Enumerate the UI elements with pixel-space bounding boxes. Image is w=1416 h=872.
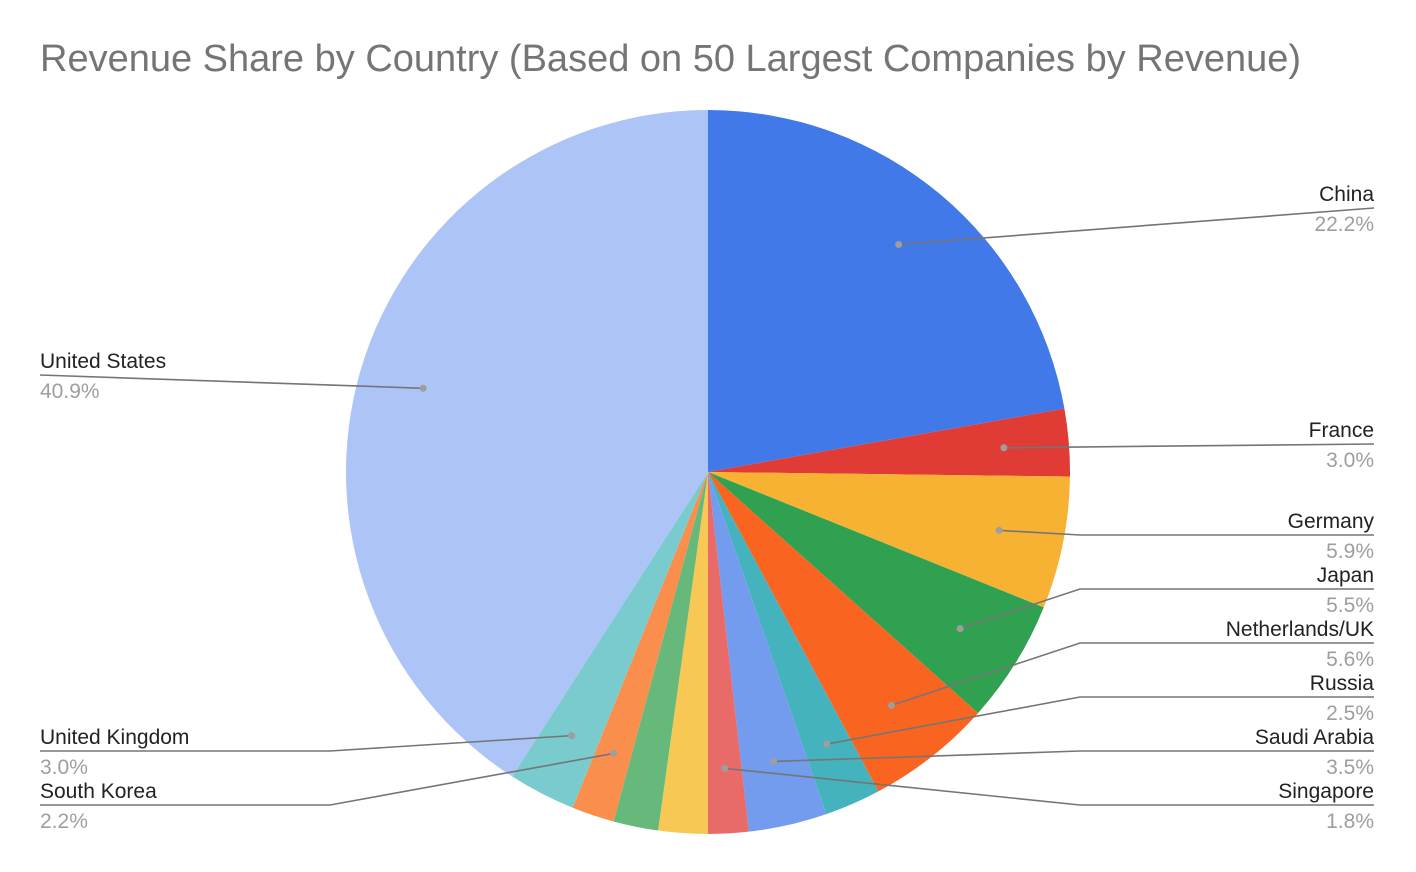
slice-label-japan: Japan: [1317, 564, 1374, 587]
leader-line-japan: [959, 588, 1374, 630]
leader-dot-united-states: [419, 384, 427, 392]
leader-line-south-korea: [40, 752, 614, 806]
leader-dot-japan: [956, 625, 964, 633]
slice-percent-netherlands-uk: 5.6%: [1326, 648, 1374, 671]
leader-line-netherlands-uk: [891, 642, 1374, 707]
slice-percent-saudi-arabia: 3.5%: [1326, 756, 1374, 779]
pie-slice-united-kingdom: [512, 472, 708, 808]
pie-slice-united-states: [346, 109, 708, 777]
leader-dot-saudi-arabia: [770, 757, 778, 765]
pie-slice-germany: [708, 472, 1070, 608]
slice-label-germany: Germany: [1288, 510, 1375, 533]
pie-slice-saudi-arabia: [708, 472, 827, 832]
slice-percent-united-states: 40.9%: [40, 380, 100, 403]
pie-labels: China 22.2% France 3.0% Germany 5.9%Japan 5.5%…: [39, 183, 1375, 833]
pie-slice-japan: [708, 472, 1044, 714]
slice-label-south-korea: South Korea: [40, 780, 157, 803]
pie-slice-netherlands-uk: [708, 472, 979, 792]
slice-percent-united-kingdom: 3.0%: [40, 756, 88, 779]
slice-label-united-states: United States: [40, 350, 166, 373]
leader-line-united-states: [39, 374, 424, 390]
chart-title: Revenue Share by Country (Based on 50 La…: [40, 38, 1302, 80]
leader-line-united-kingdom: [40, 734, 572, 752]
leader-dot-france: [1000, 444, 1008, 452]
slice-percent-south-korea: 2.2%: [40, 810, 88, 833]
leader-dot-netherlands-uk: [887, 701, 895, 709]
slice-label-france: France: [1309, 419, 1374, 442]
leader-line-france: [1003, 443, 1375, 449]
pie-slice-singapore: [708, 472, 749, 834]
slice-percent-germany: 5.9%: [1326, 540, 1374, 563]
slice-percent-france: 3.0%: [1326, 449, 1374, 472]
leader-dot-united-kingdom: [568, 732, 576, 740]
slice-label-russia: Russia: [1310, 672, 1375, 695]
pie-slice-russia: [708, 472, 879, 815]
leader-line-russia: [826, 696, 1374, 745]
leader-dot-south-korea: [610, 749, 618, 757]
slice-label-china: China: [1319, 183, 1374, 206]
pie-slice-south-korea: [572, 472, 708, 822]
pie-slice-france: [708, 408, 1070, 477]
leader-dot-singapore: [721, 764, 729, 772]
slice-label-netherlands-uk: Netherlands/UK: [1226, 618, 1374, 641]
leader-line-singapore: [724, 767, 1374, 806]
slice-percent-china: 22.2%: [1314, 213, 1374, 236]
pie-slices: [346, 109, 1070, 834]
slice-label-saudi-arabia: Saudi Arabia: [1255, 726, 1374, 749]
slice-percent-russia: 2.5%: [1326, 702, 1374, 725]
slice-percent-singapore: 1.8%: [1326, 810, 1374, 833]
leader-dot-china: [895, 240, 903, 248]
leader-line-germany: [998, 529, 1374, 536]
leader-dot-russia: [823, 740, 831, 748]
pie-slice-unlabeled-9: [613, 472, 708, 831]
slice-label-singapore: Singapore: [1278, 780, 1374, 803]
leader-dot-germany: [995, 526, 1003, 534]
pie-slice-china: [708, 110, 1065, 472]
slice-percent-japan: 5.5%: [1326, 594, 1374, 617]
leader-line-china: [898, 207, 1375, 246]
pie-slice-unlabeled-8: [658, 472, 708, 834]
slice-label-united-kingdom: United Kingdom: [40, 726, 189, 749]
leader-line-saudi-arabia: [773, 750, 1374, 763]
